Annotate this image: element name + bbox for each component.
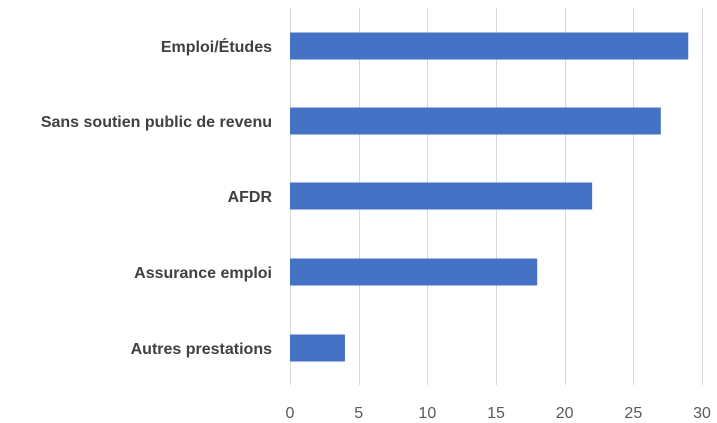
bar <box>290 334 345 362</box>
bar <box>290 182 593 210</box>
x-tick-label: 25 <box>624 405 642 422</box>
category-label: Assurance emploi <box>134 265 272 282</box>
category-label: Sans soutien public de revenu <box>41 114 272 131</box>
x-tick-label: 30 <box>693 405 711 422</box>
x-axis-tick-labels: 0 5 10 15 20 25 30 <box>286 405 711 422</box>
category-label: AFDR <box>228 189 273 206</box>
bar <box>290 32 689 60</box>
x-tick-label: 5 <box>354 405 363 422</box>
x-tick-label: 20 <box>556 405 574 422</box>
category-label: Autres prestations <box>131 341 272 358</box>
bar <box>290 107 661 135</box>
x-tick-label: 10 <box>418 405 436 422</box>
bar <box>290 258 538 286</box>
x-tick-label: 15 <box>487 405 505 422</box>
x-tick-label: 0 <box>286 405 295 422</box>
bars <box>290 32 689 362</box>
category-label: Emploi/Études <box>161 37 272 56</box>
category-labels: Emploi/Études Sans soutien public de reve… <box>41 37 273 358</box>
